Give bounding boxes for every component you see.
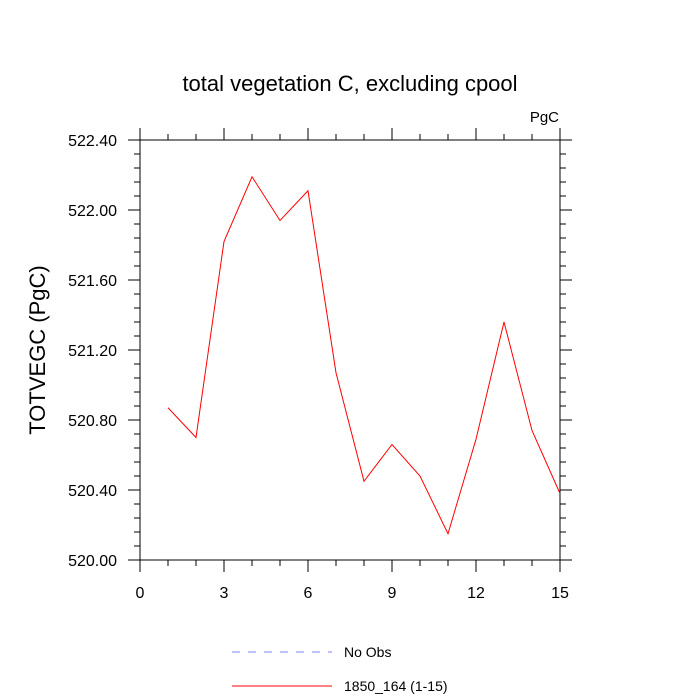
data-point (195, 436, 198, 439)
units-label: PgC (530, 109, 559, 126)
series-layer (167, 175, 562, 536)
legend: No Obs 1850_164 (1-15) (232, 644, 448, 694)
x-tick-label: 9 (388, 585, 397, 602)
data-point (475, 438, 478, 441)
y-tick-label: 520.40 (68, 483, 117, 500)
y-tick-label: 522.00 (68, 203, 117, 220)
data-point (363, 480, 366, 483)
x-tick-label: 15 (551, 585, 569, 602)
y-tick-labels: 520.00 520.40 520.80 521.20 521.60 522.00 522.… (68, 133, 117, 570)
y-tick-label: 520.00 (68, 553, 117, 570)
data-point (419, 475, 422, 478)
chart-title: total vegetation C, excluding cpool (182, 71, 517, 96)
y-tick-label: 522.40 (68, 133, 117, 150)
data-point (391, 443, 394, 446)
series-line (167, 175, 561, 536)
y-tick-label: 521.60 (68, 273, 117, 290)
data-point (335, 371, 338, 374)
tick-marks (128, 128, 572, 572)
y-axis-label: TOTVEGC (PgC) (25, 265, 50, 435)
data-point (559, 492, 562, 495)
x-tick-label: 0 (136, 585, 145, 602)
legend-label: 1850_164 (1-15) (344, 678, 448, 694)
x-tick-label: 3 (220, 585, 229, 602)
legend-label: No Obs (344, 644, 391, 660)
data-point (167, 406, 170, 409)
data-point (307, 189, 310, 192)
x-tick-label: 6 (304, 585, 313, 602)
x-tick-label: 12 (467, 585, 485, 602)
data-point (223, 240, 226, 243)
data-point (531, 429, 534, 432)
y-tick-label: 521.20 (68, 343, 117, 360)
y-tick-label: 520.80 (68, 413, 117, 430)
data-point (251, 175, 254, 178)
data-point (279, 219, 282, 222)
x-tick-labels: 0 3 6 9 12 15 (136, 585, 569, 602)
data-point (447, 532, 450, 535)
data-point (503, 321, 506, 324)
